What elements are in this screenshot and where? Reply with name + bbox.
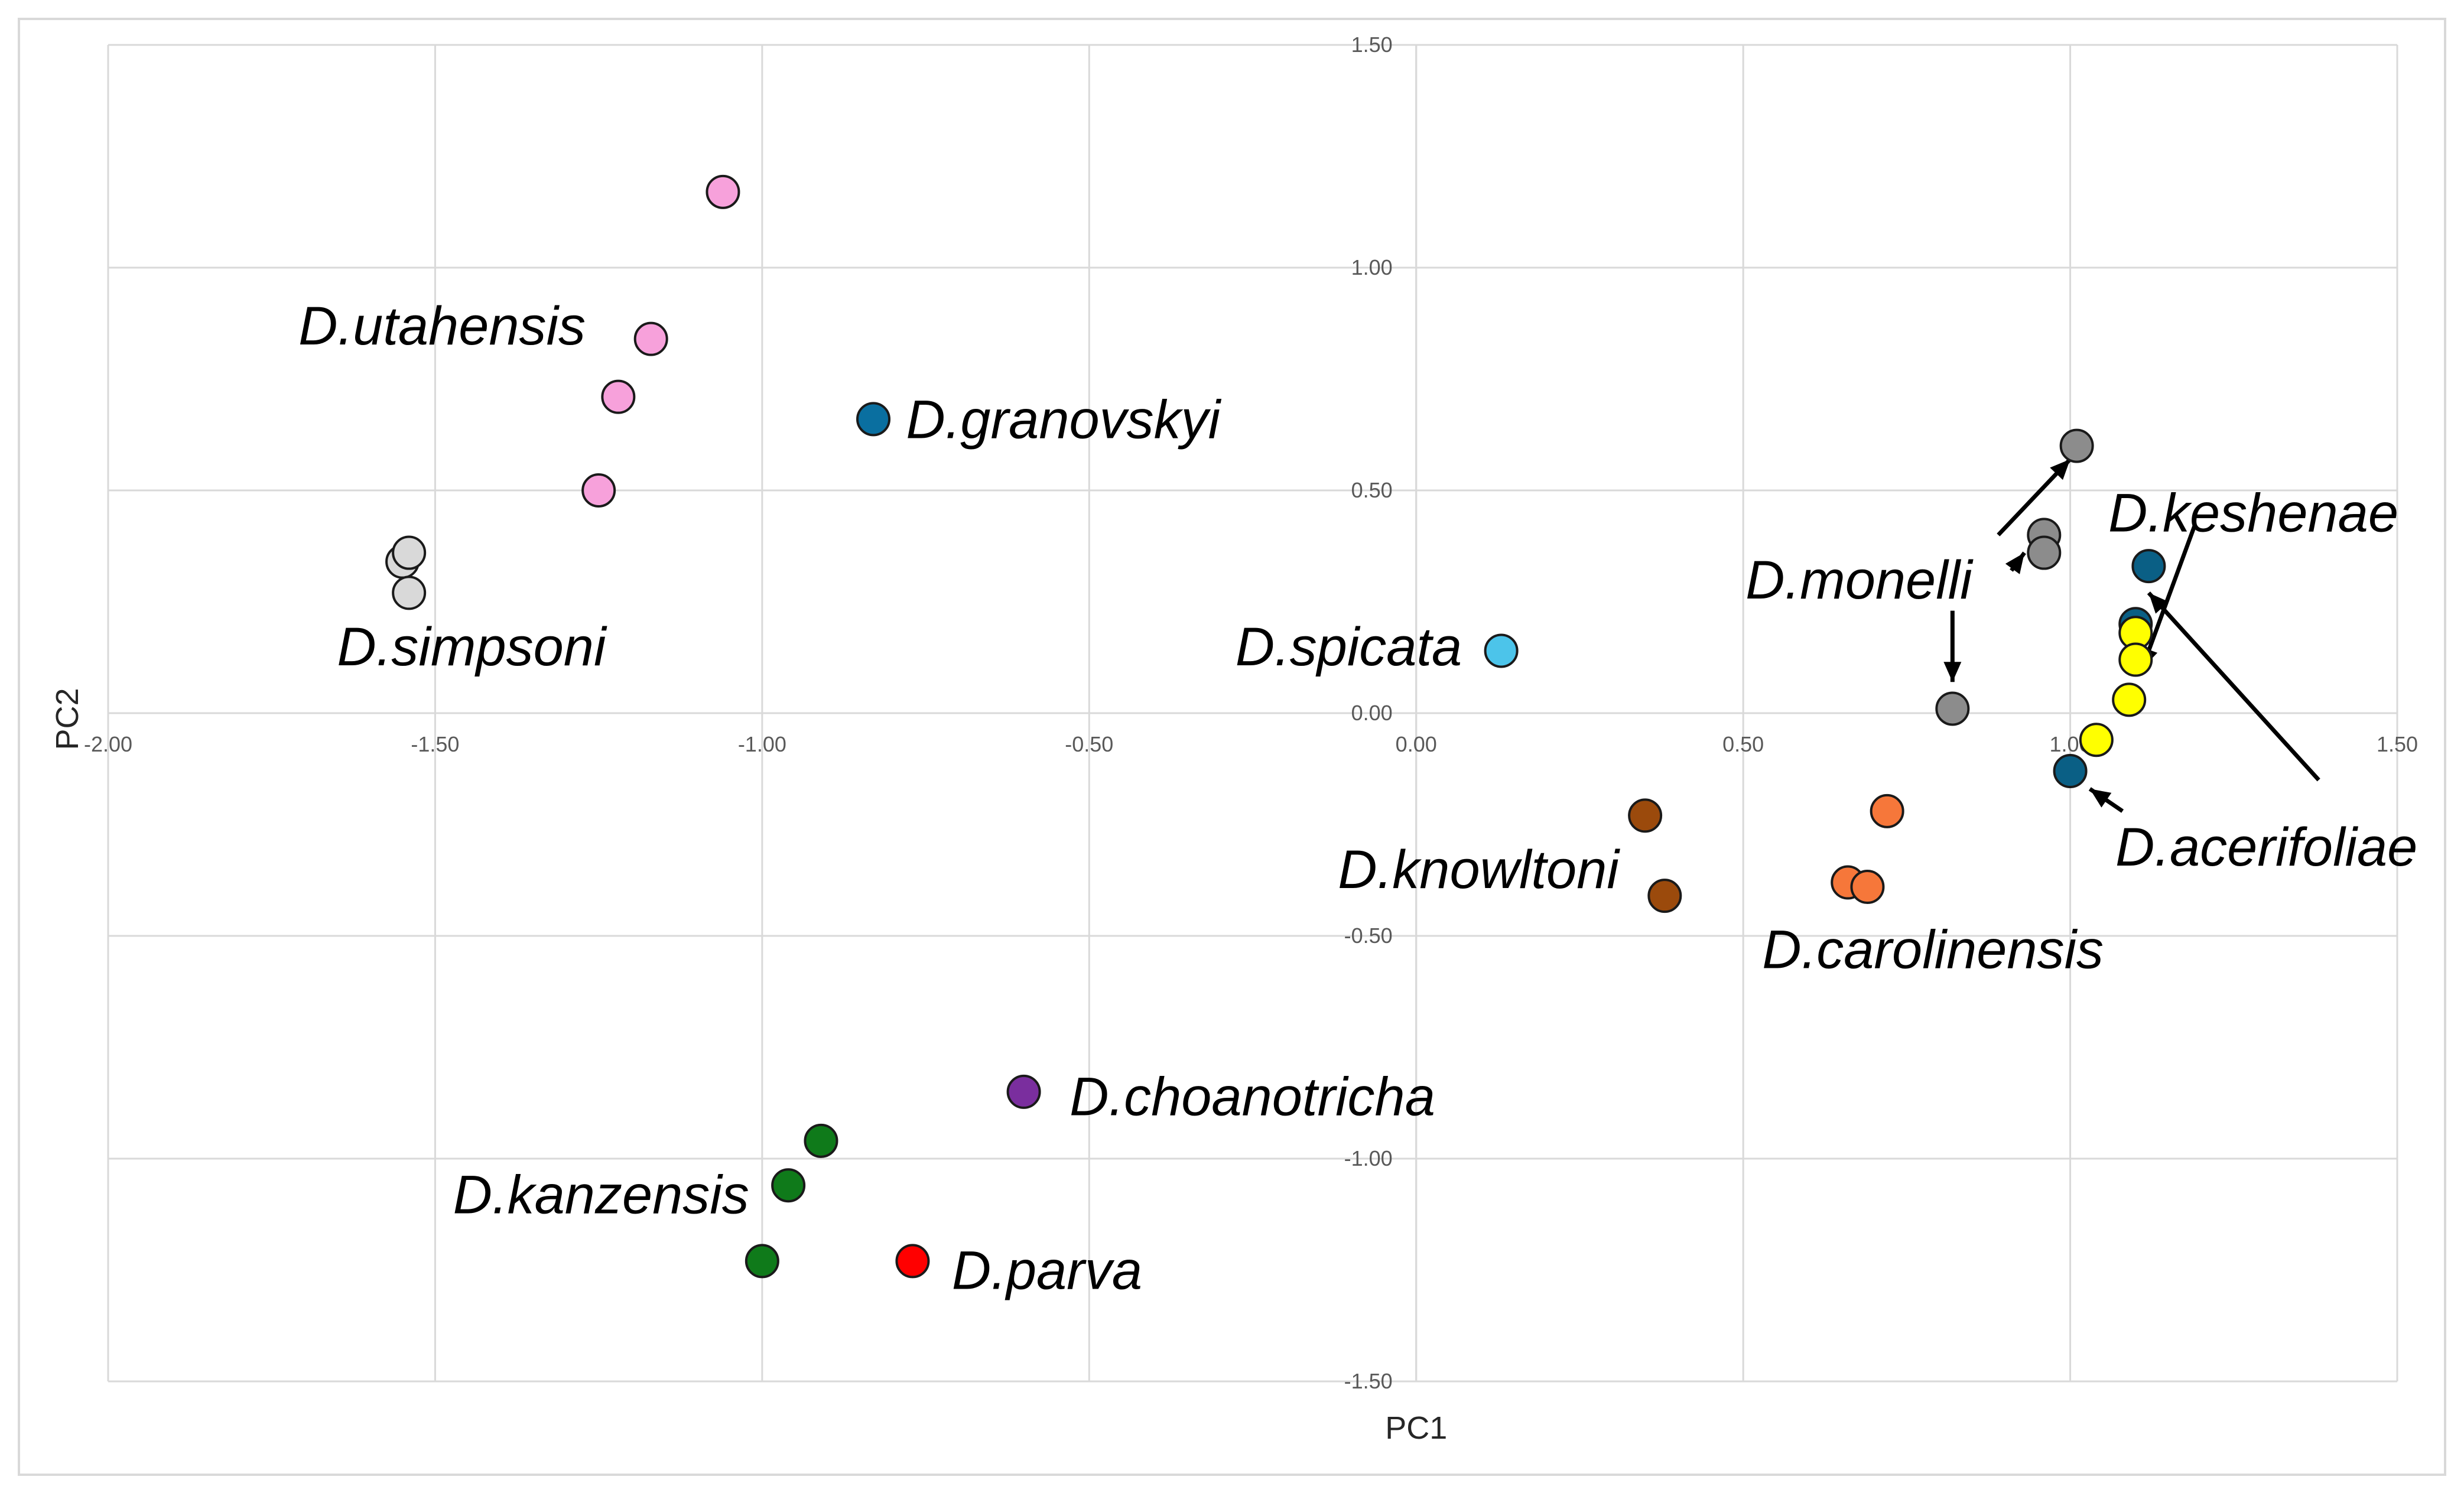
x-tick-label: 0.50 — [1722, 732, 1764, 756]
data-point — [1484, 633, 1519, 668]
species-label: D.spicata — [1236, 617, 1462, 677]
data-points — [385, 174, 2166, 1279]
x-tick-label: -1.00 — [738, 732, 786, 756]
annotation-arrowhead — [2005, 552, 2025, 574]
y-axis-title: PC2 — [50, 688, 85, 750]
species-label: D.knowltoni — [1338, 840, 1620, 900]
y-tick-label: 0.50 — [1351, 478, 1393, 502]
annotation-arrow-shaft — [2147, 591, 2320, 782]
annotation-arrowhead — [2148, 593, 2169, 614]
annotation-arrowhead — [1943, 662, 1962, 682]
data-point — [1628, 798, 1663, 833]
data-point — [2027, 535, 2062, 570]
species-label: D.acerifoliae — [2115, 817, 2417, 877]
x-tick-label: 0.00 — [1396, 732, 1437, 756]
data-point — [706, 174, 740, 209]
chart-frame — [18, 18, 2446, 1476]
data-point — [392, 575, 427, 610]
species-label: D.simpsoni — [337, 617, 607, 677]
data-point — [2118, 642, 2153, 677]
data-point — [1870, 793, 1904, 828]
y-tick-label: 1.50 — [1351, 32, 1393, 57]
y-tick-label: -1.00 — [1344, 1146, 1393, 1170]
species-label: D.carolinensis — [1762, 920, 2104, 980]
x-tick-label: -0.50 — [1065, 732, 1113, 756]
data-point — [771, 1168, 806, 1203]
data-point — [1935, 691, 1970, 726]
data-point — [895, 1244, 930, 1279]
data-point — [2079, 723, 2114, 757]
y-tick-label: -0.50 — [1344, 923, 1393, 948]
species-label: D.utahensis — [298, 296, 586, 356]
data-point — [1647, 879, 1682, 913]
axes — [108, 45, 2397, 1381]
data-point — [2059, 428, 2094, 463]
annotation-arrowhead — [2089, 789, 2112, 808]
x-tick-label: 1.50 — [2377, 732, 2418, 756]
species-labels: D.utahensis D.granovskyi D.simpsoni D.spica… — [298, 296, 2417, 1300]
species-label: D.choanotricha — [1070, 1066, 1435, 1127]
x-axis-title: PC1 — [1385, 1410, 1447, 1446]
data-point — [1850, 870, 1885, 905]
data-point — [601, 379, 636, 414]
annotation-arrowhead — [2050, 459, 2070, 480]
data-point — [2131, 549, 2166, 584]
species-label: D.monelli — [1745, 550, 1974, 610]
x-tick-label: -1.50 — [411, 732, 459, 756]
data-point — [392, 535, 427, 570]
species-label: D.kanzensis — [453, 1165, 749, 1225]
x-tick-label: -2.00 — [84, 732, 132, 756]
data-point — [804, 1123, 838, 1158]
data-point — [581, 473, 616, 508]
species-label: D.granovskyi — [906, 389, 1221, 450]
y-tick-label: -1.50 — [1344, 1369, 1393, 1393]
y-tick-label: 0.00 — [1351, 701, 1393, 725]
species-label: D.parva — [952, 1241, 1142, 1301]
data-point — [1006, 1074, 1041, 1109]
data-point — [633, 321, 668, 356]
data-point — [2112, 682, 2147, 717]
data-point — [745, 1244, 779, 1279]
y-tick-label: 1.00 — [1351, 255, 1393, 279]
data-point — [856, 402, 891, 437]
species-label: D.keshenae — [2108, 483, 2398, 544]
annotation-arrow-shaft — [2140, 525, 2197, 669]
data-point — [2053, 754, 2088, 789]
